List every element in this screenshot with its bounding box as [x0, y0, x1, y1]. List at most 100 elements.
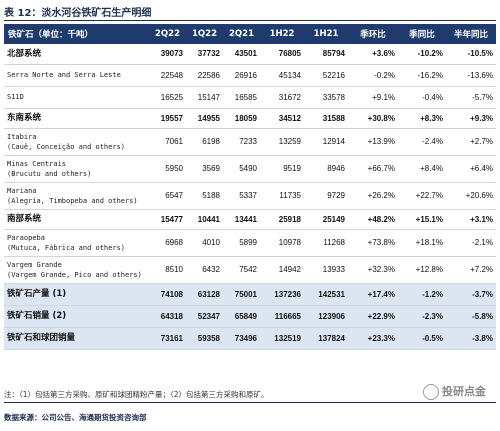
value-cell: 64318	[149, 305, 186, 328]
value-cell: 25149	[304, 209, 348, 230]
value-cell: 33578	[304, 86, 348, 109]
change-cell: +15.1%	[398, 209, 446, 230]
value-cell: 22586	[186, 64, 223, 87]
change-cell: +30.8%	[348, 108, 398, 129]
table-row: 北部系统 39073 37732 43501 76805 85794 +3.6% -10.2%…	[4, 44, 496, 65]
value-cell: 73161	[149, 327, 186, 350]
table-row: S11D 16525 15147 16585 31672 33578 +9.1% -0.4% -…	[4, 86, 496, 109]
value-cell: 31588	[304, 108, 348, 129]
change-cell: +73.8%	[348, 229, 398, 257]
change-cell: +8.4%	[398, 155, 446, 183]
value-cell: 34512	[260, 108, 304, 129]
value-cell: 85794	[304, 44, 348, 65]
value-cell: 137236	[260, 283, 304, 306]
value-cell: 6547	[149, 182, 186, 210]
change-cell: +6.4%	[446, 155, 496, 183]
value-cell: 6432	[186, 256, 223, 284]
value-cell: 15477	[149, 209, 186, 230]
data-source: 数据来源：公司公告、海通期货投资咨询部	[4, 413, 147, 422]
value-cell: 6198	[186, 128, 223, 156]
change-cell: +2.7%	[446, 128, 496, 156]
row-label: 东南系统	[4, 108, 149, 129]
row-label: Mariana (Alegria, Timbopeba and others)	[4, 182, 149, 210]
watermark-logo-icon	[423, 384, 439, 400]
table-row: Minas Centrais (Brucutu and others) 5950 35…	[4, 155, 496, 183]
change-cell: -3.7%	[446, 283, 496, 306]
table-row: 铁矿石销量 (2) 64318 52347 65849 116665 123906 +22.…	[4, 305, 496, 328]
value-cell: 73496	[223, 327, 260, 350]
value-cell: 7233	[223, 128, 260, 156]
value-cell: 9519	[260, 155, 304, 183]
change-cell: +18.1%	[398, 229, 446, 257]
watermark-text: 投研点金	[442, 385, 486, 398]
change-cell: -0.4%	[398, 86, 446, 109]
value-cell: 25918	[260, 209, 304, 230]
value-cell: 63128	[186, 283, 223, 306]
row-label: Serra Norte and Serra Leste	[4, 64, 149, 87]
value-cell: 5899	[223, 229, 260, 257]
value-cell: 26916	[223, 64, 260, 87]
change-cell: -10.5%	[446, 44, 496, 65]
value-cell: 18059	[223, 108, 260, 129]
table-header-row: 铁矿石（单位：千吨） 2Q22 1Q22 2Q21 1H22 1H21 季环比 …	[4, 24, 496, 44]
change-cell: +13.9%	[348, 128, 398, 156]
change-cell: +22.9%	[348, 305, 398, 328]
value-cell: 11268	[304, 229, 348, 257]
table-row: Paraopeba (Mutuca, Fábrica and others) 696…	[4, 229, 496, 257]
change-cell: -10.2%	[398, 44, 446, 65]
change-cell: -16.2%	[398, 64, 446, 87]
row-label: Minas Centrais (Brucutu and others)	[4, 155, 149, 183]
header-yoy: 季同比	[398, 24, 446, 44]
row-label: S11D	[4, 86, 149, 109]
change-cell: +26.2%	[348, 182, 398, 210]
value-cell: 137824	[304, 327, 348, 350]
change-cell: +7.2%	[446, 256, 496, 284]
value-cell: 19557	[149, 108, 186, 129]
row-label: Itabira (Cauê, Conceição and others)	[4, 128, 149, 156]
value-cell: 7061	[149, 128, 186, 156]
change-cell: +20.6%	[446, 182, 496, 210]
value-cell: 75001	[223, 283, 260, 306]
value-cell: 5337	[223, 182, 260, 210]
value-cell: 14955	[186, 108, 223, 129]
value-cell: 4010	[186, 229, 223, 257]
value-cell: 8946	[304, 155, 348, 183]
table-row: Itabira (Cauê, Conceição and others) 7061 6…	[4, 128, 496, 156]
change-cell: -0.5%	[398, 327, 446, 350]
change-cell: -2.3%	[398, 305, 446, 328]
value-cell: 52216	[304, 64, 348, 87]
value-cell: 22548	[149, 64, 186, 87]
row-label: Paraopeba (Mutuca, Fábrica and others)	[4, 229, 149, 257]
change-cell: -5.8%	[446, 305, 496, 328]
change-cell: +22.7%	[398, 182, 446, 210]
change-cell: -1.2%	[398, 283, 446, 306]
value-cell: 5188	[186, 182, 223, 210]
value-cell: 43501	[223, 44, 260, 65]
header-2q21: 2Q21	[223, 24, 260, 44]
change-cell: +66.7%	[348, 155, 398, 183]
change-cell: -0.2%	[348, 64, 398, 87]
table-title: 表 12：淡水河谷铁矿石生产明细	[4, 8, 152, 19]
table-row: Vargem Grande (Vargem Grande, Pico and ot…	[4, 256, 496, 284]
value-cell: 45134	[260, 64, 304, 87]
table-row: Mariana (Alegria, Timbopeba and others) 65…	[4, 182, 496, 210]
value-cell: 37732	[186, 44, 223, 65]
table-row: 铁矿石和球团销量 73161 59358 73496 132519 137824 +23.3…	[4, 327, 496, 350]
value-cell: 12914	[304, 128, 348, 156]
table-row: 铁矿石产量 (1) 74108 63128 75001 137236 142531 +17.…	[4, 283, 496, 306]
value-cell: 116665	[260, 305, 304, 328]
value-cell: 5950	[149, 155, 186, 183]
table-row: 东南系统 19557 14955 18059 34512 31588 +30.8% +8.3%…	[4, 108, 496, 129]
value-cell: 16525	[149, 86, 186, 109]
row-label: 铁矿石和球团销量	[4, 327, 149, 350]
value-cell: 7542	[223, 256, 260, 284]
value-cell: 13441	[223, 209, 260, 230]
value-cell: 11735	[260, 182, 304, 210]
change-cell: +32.3%	[348, 256, 398, 284]
value-cell: 5490	[223, 155, 260, 183]
change-cell: +9.3%	[446, 108, 496, 129]
change-cell: +17.4%	[348, 283, 398, 306]
row-label: 北部系统	[4, 44, 149, 65]
change-cell: -2.1%	[446, 229, 496, 257]
change-cell: -3.8%	[446, 327, 496, 350]
